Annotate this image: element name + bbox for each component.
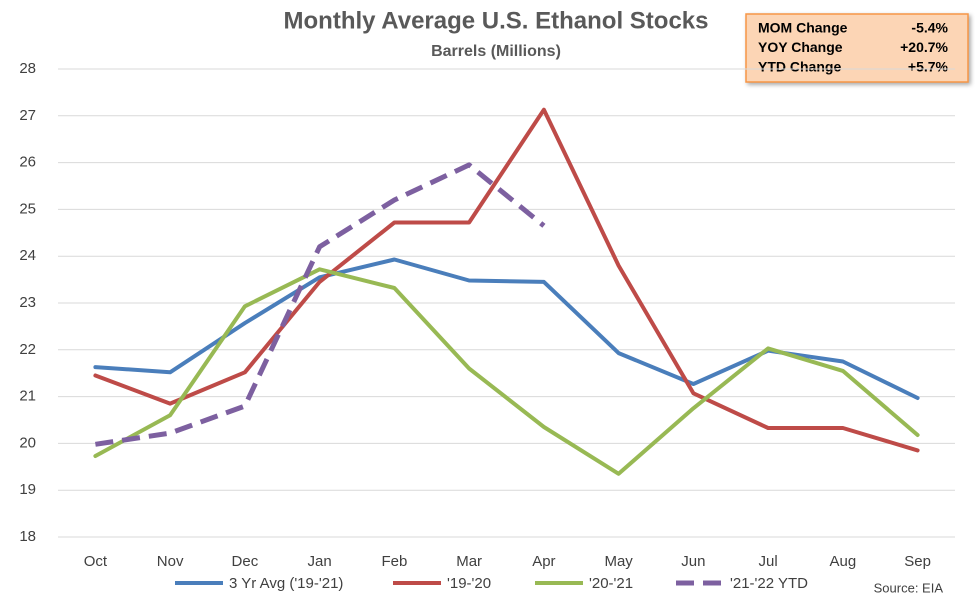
stat-value: +5.7% <box>908 59 949 75</box>
chart-title: Monthly Average U.S. Ethanol Stocks <box>284 7 709 34</box>
y-tick-label: 20 <box>19 434 36 451</box>
y-tick-label: 23 <box>19 294 36 311</box>
series-line <box>93 257 920 400</box>
x-tick-label: Jun <box>681 553 705 570</box>
legend-label: '19-'20 <box>447 575 491 592</box>
x-tick-label: Jul <box>759 553 778 570</box>
y-tick-label: 28 <box>19 60 36 77</box>
series-line <box>93 107 920 453</box>
y-tick-label: 19 <box>19 481 36 498</box>
stats-box-bg <box>745 13 969 83</box>
x-tick-label: Nov <box>157 553 184 570</box>
stat-label: YTD Change <box>758 59 841 75</box>
legend-label: '21-'22 YTD <box>730 575 808 592</box>
x-tick-label: Jan <box>308 553 332 570</box>
y-tick-label: 21 <box>19 388 36 405</box>
x-tick-label: Oct <box>84 553 108 570</box>
stat-value: -5.4% <box>911 20 948 36</box>
legend-label: '20-'21 <box>589 575 633 592</box>
x-tick-label: May <box>604 553 633 570</box>
y-tick-label: 27 <box>19 107 36 124</box>
legend-label: 3 Yr Avg ('19-'21) <box>229 575 343 592</box>
x-tick-label: Dec <box>232 553 259 570</box>
x-tick-label: Feb <box>381 553 407 570</box>
y-tick-label: 22 <box>19 341 36 358</box>
x-tick-label: Aug <box>830 553 857 570</box>
x-tick-label: Apr <box>532 553 555 570</box>
y-tick-label: 26 <box>19 154 36 171</box>
stat-value: +20.7% <box>900 39 948 55</box>
stat-label: MOM Change <box>758 20 848 36</box>
y-tick-label: 18 <box>19 528 36 545</box>
x-tick-label: Sep <box>904 553 931 570</box>
chart-subtitle: Barrels (Millions) <box>431 43 561 60</box>
y-tick-label: 25 <box>19 200 36 217</box>
series-line <box>93 267 920 476</box>
x-tick-label: Mar <box>456 553 482 570</box>
source: Source: EIA <box>874 580 944 595</box>
series-line <box>95 162 546 447</box>
stats-box: MOM Change -5.4% YOY Change +20.7% YTD Chang… <box>745 13 969 83</box>
stat-label: YOY Change <box>758 39 843 55</box>
y-tick-label: 24 <box>19 247 36 264</box>
